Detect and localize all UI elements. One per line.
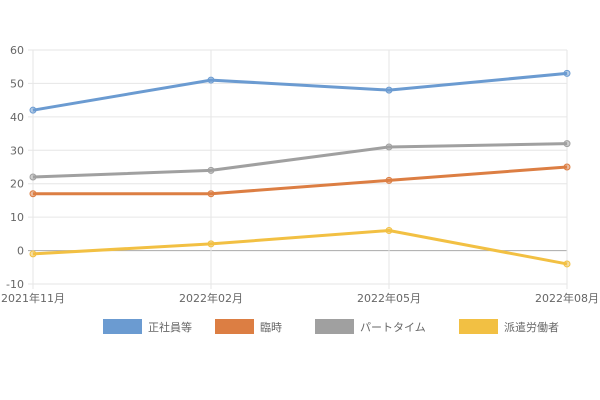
series-line bbox=[33, 165, 568, 196]
data-point bbox=[207, 240, 215, 248]
x-tick-label: 2022年02月 bbox=[179, 291, 243, 305]
x-tick-label: 2021年11月 bbox=[1, 291, 65, 305]
legend-swatch bbox=[103, 319, 142, 334]
data-point bbox=[563, 260, 571, 268]
data-point bbox=[563, 163, 571, 171]
data-point bbox=[29, 190, 37, 198]
y-axis: 60 50 40 30 20 10 0 -10 bbox=[6, 44, 24, 291]
y-tick-label: 50 bbox=[10, 77, 24, 90]
legend-label: 正社員等 bbox=[148, 320, 192, 334]
data-point bbox=[385, 143, 393, 151]
x-tick-label: 2022年05月 bbox=[357, 291, 421, 305]
legend-swatch bbox=[459, 319, 498, 334]
y-tick-label: 30 bbox=[10, 144, 24, 157]
data-point bbox=[207, 166, 215, 174]
data-point bbox=[385, 227, 393, 235]
legend-label: 臨時 bbox=[260, 321, 282, 334]
series-line bbox=[32, 229, 568, 266]
y-tick-label: -10 bbox=[6, 278, 24, 291]
legend-swatch bbox=[315, 319, 354, 334]
data-point bbox=[29, 250, 37, 258]
data-point bbox=[385, 176, 393, 184]
data-point bbox=[29, 173, 37, 181]
x-tick-label: 2022年08月 bbox=[535, 291, 599, 305]
y-tick-label: 20 bbox=[10, 178, 24, 191]
data-point bbox=[207, 190, 215, 198]
data-point bbox=[207, 76, 215, 84]
data-point bbox=[29, 106, 37, 114]
legend: 正社員等 臨時 パートタイム 派遣労働者 bbox=[103, 319, 559, 334]
legend-swatch bbox=[215, 319, 254, 334]
data-point bbox=[385, 86, 393, 94]
series-lines bbox=[29, 69, 571, 268]
y-tick-label: 10 bbox=[10, 211, 24, 224]
data-point bbox=[563, 140, 571, 148]
legend-label: パートタイム bbox=[360, 321, 426, 334]
legend-label: 派遣労働者 bbox=[504, 320, 559, 334]
data-point bbox=[563, 69, 571, 77]
x-axis: 2021年11月 2022年02月 2022年05月 2022年08月 bbox=[1, 291, 599, 305]
series-line bbox=[32, 71, 568, 112]
y-tick-label: 0 bbox=[17, 245, 24, 258]
y-tick-label: 40 bbox=[10, 111, 24, 124]
y-tick-label: 60 bbox=[10, 44, 24, 57]
series-line bbox=[32, 142, 568, 179]
